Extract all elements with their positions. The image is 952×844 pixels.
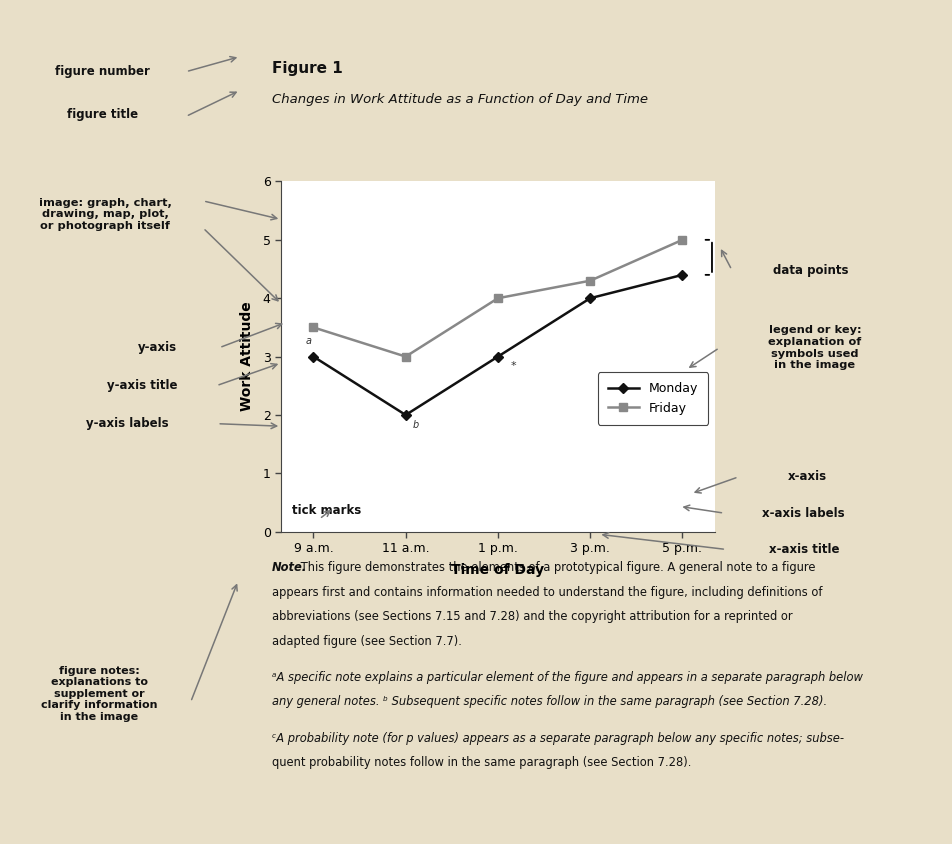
Friday	[307, 322, 319, 333]
Text: *: *	[510, 361, 516, 371]
Text: y-axis: y-axis	[137, 341, 177, 354]
Text: Note.: Note.	[271, 561, 307, 574]
Monday	[584, 293, 595, 303]
Text: y-axis title: y-axis title	[108, 379, 177, 392]
Friday	[584, 276, 595, 286]
Text: legend or key:
explanation of
symbols used
in the image: legend or key: explanation of symbols us…	[767, 325, 861, 371]
Text: ᵃA specific note explains a particular element of the figure and appears in a se: ᵃA specific note explains a particular e…	[271, 671, 862, 684]
Text: data points: data points	[772, 263, 847, 277]
Text: any general notes. ᵇ Subsequent specific notes follow in the same paragraph (see: any general notes. ᵇ Subsequent specific…	[271, 695, 826, 708]
Text: figure notes:
explanations to
supplement or
clarify information
in the image: figure notes: explanations to supplement…	[41, 666, 157, 722]
Text: x-axis labels: x-axis labels	[761, 506, 843, 520]
Line: Friday: Friday	[309, 235, 685, 360]
Text: figure number: figure number	[55, 65, 149, 78]
Monday	[676, 270, 687, 280]
Text: y-axis labels: y-axis labels	[87, 417, 169, 430]
Line: Monday: Monday	[309, 271, 685, 419]
Y-axis label: Work Attitude: Work Attitude	[240, 301, 254, 412]
Friday	[676, 235, 687, 245]
Text: figure title: figure title	[67, 108, 138, 122]
Text: adapted figure (see Section 7.7).: adapted figure (see Section 7.7).	[271, 635, 461, 647]
Monday	[491, 351, 503, 361]
Text: Figure 1: Figure 1	[271, 61, 342, 76]
Text: a: a	[306, 336, 311, 346]
Monday	[400, 410, 411, 420]
Text: quent probability notes follow in the same paragraph (see Section 7.28).: quent probability notes follow in the sa…	[271, 756, 690, 769]
Friday	[491, 293, 503, 303]
Text: appears first and contains information needed to understand the figure, includin: appears first and contains information n…	[271, 586, 822, 598]
Legend: Monday, Friday: Monday, Friday	[597, 372, 707, 425]
Text: ᶜA probability note (for p values) appears as a separate paragraph below any spe: ᶜA probability note (for p values) appea…	[271, 732, 843, 744]
Friday	[400, 351, 411, 361]
Text: image: graph, chart,
drawing, map, plot,
or photograph itself: image: graph, chart, drawing, map, plot,…	[39, 197, 171, 231]
Text: x-axis: x-axis	[787, 470, 826, 484]
Text: x-axis title: x-axis title	[768, 543, 838, 556]
Text: This figure demonstrates the elements of a prototypical figure. A general note t: This figure demonstrates the elements of…	[297, 561, 815, 574]
Text: abbreviations (see Sections 7.15 and 7.28) and the copyright attribution for a r: abbreviations (see Sections 7.15 and 7.2…	[271, 610, 791, 623]
Text: b: b	[412, 419, 419, 430]
Monday	[307, 351, 319, 361]
X-axis label: Time of Day: Time of Day	[451, 564, 544, 577]
Text: Changes in Work Attitude as a Function of Day and Time: Changes in Work Attitude as a Function o…	[271, 93, 647, 106]
Text: tick marks: tick marks	[291, 504, 361, 517]
